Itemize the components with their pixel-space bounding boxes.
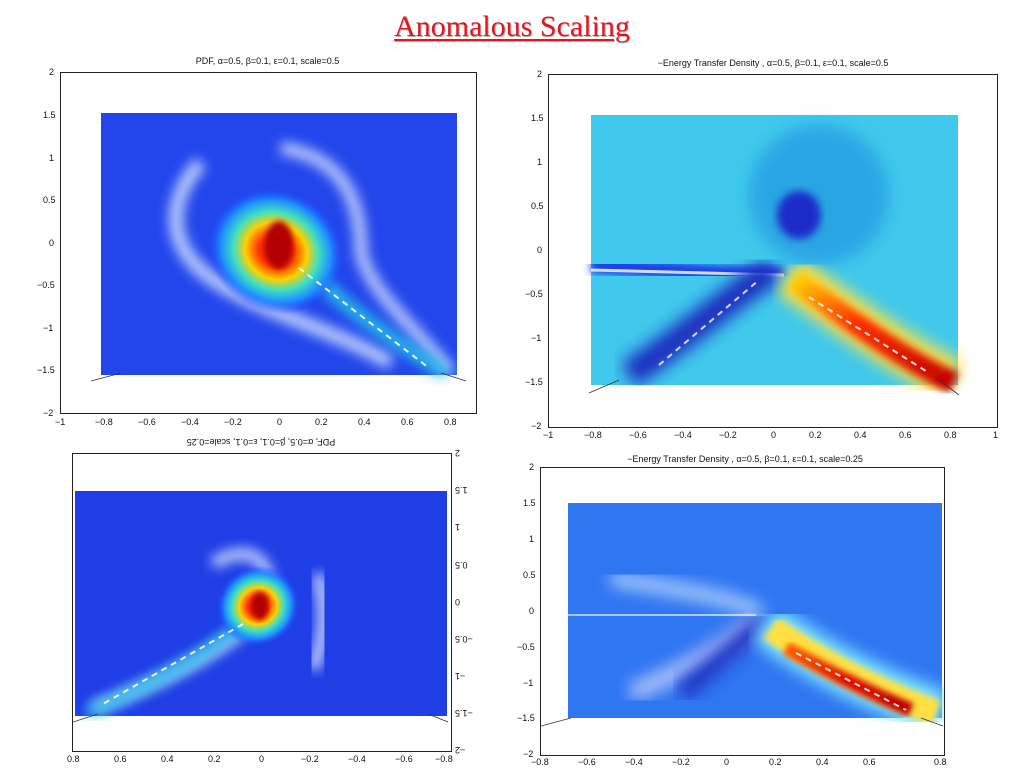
y-tick: 0 (455, 597, 461, 607)
x-tick: 0.8 (934, 757, 947, 767)
x-tick: 0.2 (769, 757, 782, 767)
y-tick: 0.5 (531, 201, 544, 211)
y-tick: −2 (523, 749, 534, 759)
x-tick: −0.2 (719, 430, 737, 440)
x-tick: −0.8 (435, 754, 453, 764)
x-tick: −0.2 (224, 417, 242, 427)
y-tick: 1 (455, 522, 461, 532)
y-tick: 1 (49, 153, 55, 163)
x-tick: 0.4 (854, 430, 867, 440)
y-tick: 0.5 (43, 195, 56, 205)
x-tick: −0.8 (531, 757, 549, 767)
y-tick: 1.5 (523, 498, 536, 508)
y-tick: −0.5 (525, 289, 543, 299)
x-tick: 0.6 (863, 757, 876, 767)
x-tick: 0.8 (67, 754, 80, 764)
x-tick: −0.8 (95, 417, 113, 427)
x-tick: 0.2 (208, 754, 221, 764)
x-tick: 0.6 (401, 417, 414, 427)
y-tick: 2 (455, 448, 461, 458)
y-tick: −1 (43, 323, 54, 333)
y-tick: −1 (531, 333, 542, 343)
y-tick: −1.5 (525, 377, 543, 387)
y-tick: 1.5 (531, 113, 544, 123)
x-tick: 0 (259, 754, 265, 764)
y-tick: 0 (529, 606, 535, 616)
x-tick: 0 (277, 417, 283, 427)
x-tick: 0.4 (816, 757, 829, 767)
x-tick: 0 (724, 757, 730, 767)
y-tick: −0.5 (37, 280, 55, 290)
y-tick: 1.5 (43, 110, 56, 120)
x-tick: 0.4 (358, 417, 371, 427)
x-tick: 0.2 (809, 430, 822, 440)
plot-area: 2 1.5 1 0.5 0 −0.5 −1 −1.5 −2 −0.8 −0.6 … (517, 462, 947, 767)
x-tick: −0.4 (674, 430, 692, 440)
x-tick: −1 (543, 430, 554, 440)
y-tick: 1 (529, 534, 535, 544)
energy-heatmap (541, 503, 944, 734)
y-tick: −2 (43, 408, 54, 418)
x-tick: 0.6 (114, 754, 127, 764)
x-tick: 0.4 (161, 754, 174, 764)
y-tick: 2 (529, 462, 535, 472)
x-tick: −0.8 (584, 430, 602, 440)
y-tick: 1.5 (455, 485, 468, 495)
x-tick: 0.8 (944, 430, 957, 440)
x-tick: 0.8 (444, 417, 457, 427)
x-tick: −0.6 (395, 754, 413, 764)
x-tick: −0.2 (301, 754, 319, 764)
x-tick: −1 (55, 417, 66, 427)
x-tick: 0.6 (899, 430, 912, 440)
y-tick: −2 (455, 745, 466, 755)
y-tick: −0.5 (517, 642, 535, 652)
x-tick: −0.4 (348, 754, 366, 764)
y-tick: −2 (531, 421, 542, 431)
x-tick: −0.6 (138, 417, 156, 427)
y-tick: −1 (523, 678, 534, 688)
y-tick: 1 (537, 157, 543, 167)
y-tick: 0.5 (523, 570, 536, 580)
y-tick: 0 (537, 245, 543, 255)
plot-area: 2 1.5 1 0.5 0 −0.5 −1 −1.5 −2 −1 −0.8 −0… (525, 69, 998, 440)
energy-heatmap (588, 115, 963, 400)
y-tick: −0.5 (455, 634, 473, 644)
plot-title: PDF, α=0.5, β=0.1, ε=0.1, scale=0.5 (195, 56, 340, 66)
plot-title: −Energy Transfer Density , α=0.5, β=0.1,… (627, 454, 863, 464)
y-tick: −1.5 (37, 365, 55, 375)
slide-title: Anomalous Scaling (394, 10, 630, 43)
y-tick: 2 (49, 67, 55, 77)
x-tick: 0 (771, 430, 777, 440)
y-tick: −1 (455, 671, 466, 681)
x-tick: −0.4 (181, 417, 199, 427)
pdf-heatmap (90, 113, 467, 382)
pdf-heatmap (73, 491, 449, 723)
y-tick: 0 (49, 238, 55, 248)
y-tick: −1.5 (517, 713, 535, 723)
plot-title: −Energy Transfer Density , α=0.5, β=0.1,… (657, 58, 889, 68)
x-tick: −0.4 (625, 757, 643, 767)
x-tick: −0.6 (629, 430, 647, 440)
y-tick: −1.5 (455, 708, 473, 718)
x-tick: 0.2 (315, 417, 328, 427)
x-tick: 1 (993, 430, 999, 440)
plot-area: 2 1.5 1 0.5 0 −0.5 −1 −1.5 −2 0.8 0.6 0.… (67, 448, 473, 764)
y-tick: 0.5 (455, 560, 468, 570)
x-tick: −0.6 (578, 757, 596, 767)
plot-title: PDF, α=0.5, β=0.1, ε=0.1, scale=0.25 (186, 437, 336, 447)
plot-area: 2 1.5 1 0.5 0 −0.5 −1 −1.5 −2 −1 −0.8 −0… (37, 67, 477, 427)
y-tick: 2 (537, 69, 543, 79)
x-tick: −0.2 (672, 757, 690, 767)
